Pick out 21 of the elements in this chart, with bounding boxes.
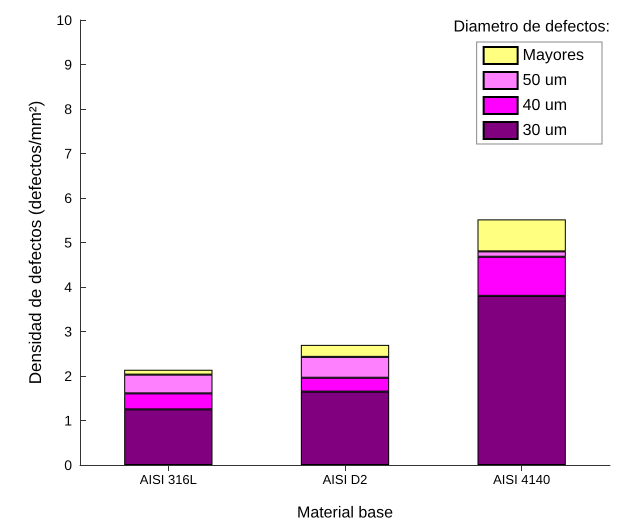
y-tick-label: 5 bbox=[64, 234, 72, 250]
legend-label: Mayores bbox=[522, 47, 584, 64]
y-tick-label: 7 bbox=[64, 146, 72, 162]
y-tick-label: 6 bbox=[64, 190, 72, 206]
x-tick-label: AISI 316L bbox=[140, 472, 197, 487]
y-tick-label: 4 bbox=[64, 279, 72, 295]
y-tick-label: 9 bbox=[64, 56, 72, 72]
x-axis-title: Material base bbox=[296, 504, 394, 522]
y-tick-label: 10 bbox=[56, 12, 72, 28]
y-tick-label: 8 bbox=[64, 101, 72, 117]
y-tick-label: 1 bbox=[64, 412, 72, 428]
y-tick-label: 2 bbox=[64, 368, 72, 384]
x-tick-label: AISI 4140 bbox=[493, 472, 550, 487]
legend-label: 50 um bbox=[522, 72, 568, 89]
y-tick-label: 0 bbox=[64, 457, 72, 473]
legend-label: 30 um bbox=[522, 122, 568, 139]
legend-label: 40 um bbox=[522, 97, 568, 114]
x-tick-label: AISI D2 bbox=[322, 472, 368, 487]
legend-title: Diametro de defectos: bbox=[453, 18, 610, 36]
y-axis-title: Densidad de defectos (defectos/mm²) bbox=[26, 100, 45, 384]
y-tick-label: 3 bbox=[64, 324, 72, 340]
